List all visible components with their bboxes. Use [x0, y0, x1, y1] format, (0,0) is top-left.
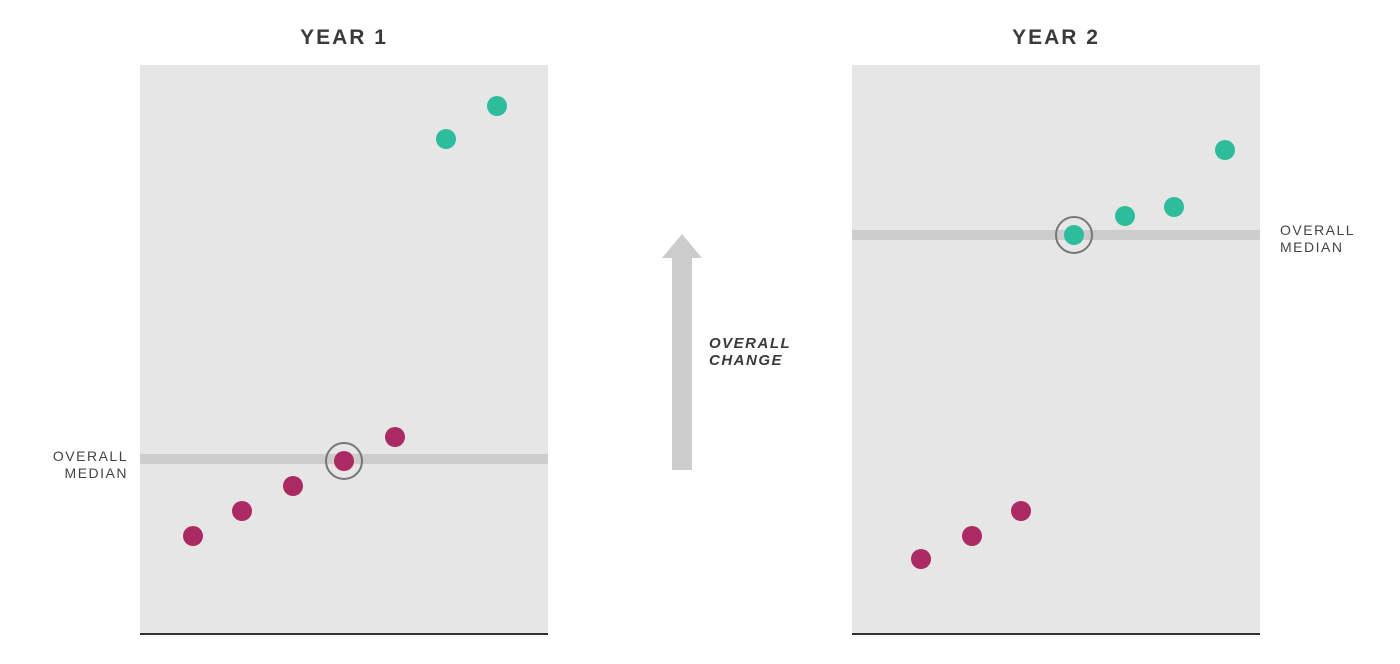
median-point-ring [1055, 216, 1094, 255]
data-point-magenta [183, 526, 204, 547]
year-2-median-label-line1: OVERALL [1280, 222, 1356, 238]
year-1-title: YEAR 1 [300, 26, 388, 49]
year-2-median-label-line2: MEDIAN [1280, 239, 1344, 255]
overall-change-label: OVERALL CHANGE [709, 335, 791, 369]
data-point-magenta [911, 549, 932, 570]
data-point-teal [436, 128, 456, 149]
overall-change-label-line1: OVERALL [709, 335, 792, 352]
year-1-median-label-line1: OVERALL [52, 448, 128, 464]
data-point-magenta [283, 476, 303, 497]
overall-change-arrow [662, 234, 702, 470]
data-point-magenta [1011, 500, 1032, 521]
median-point-ring [325, 442, 363, 481]
data-point-magenta [962, 526, 983, 547]
overall-change-label-line2: CHANGE [709, 352, 784, 369]
data-point-teal [487, 95, 507, 116]
data-point-magenta [232, 500, 252, 521]
year-1-panel [140, 65, 548, 635]
arrow-shape [662, 234, 702, 470]
year-1-median-label-line2: MEDIAN [64, 465, 128, 481]
year-1-median-label: OVERALL MEDIAN [40, 448, 128, 482]
year-2-title: YEAR 2 [1012, 26, 1100, 49]
data-point-teal [1164, 197, 1185, 217]
year-2-median-label: OVERALL MEDIAN [1280, 222, 1380, 256]
data-point-teal [1115, 205, 1136, 226]
data-point-teal [1215, 140, 1236, 161]
year-2-panel [852, 65, 1260, 635]
data-point-magenta [385, 427, 405, 448]
